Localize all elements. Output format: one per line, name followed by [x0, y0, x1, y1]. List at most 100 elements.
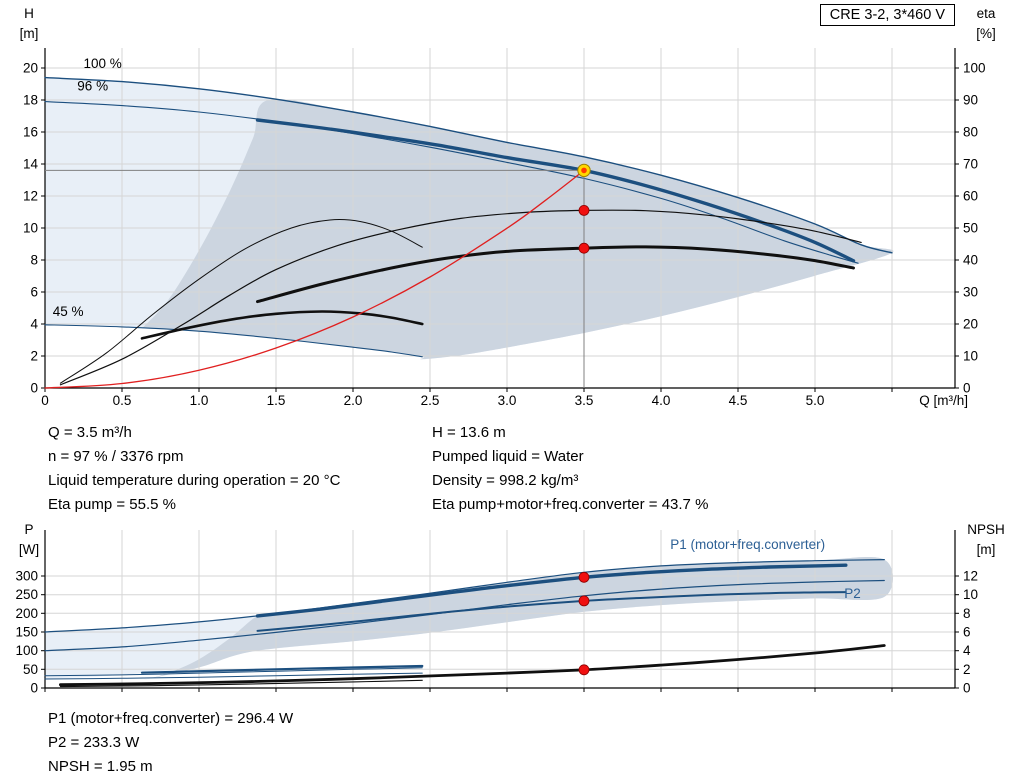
speed-96-curve	[44, 101, 859, 264]
y-right-axis-title: NPSH	[967, 522, 1005, 537]
y-left-tick-label: 10	[23, 221, 38, 236]
x-tick-label: 3.0	[498, 393, 517, 408]
y-right-tick-label: 90	[963, 93, 978, 108]
y-right-tick-label: 50	[963, 221, 978, 236]
p1-min-speed-curve	[140, 664, 424, 674]
axis-ticks-and-labels: 0 50 100 150 200 250 300 0 2 4 6 8 10 12 P [W] NPSH [m]	[15, 522, 1004, 696]
curve-label: 100 %	[84, 56, 122, 71]
y-left-axis-title: [W]	[19, 542, 39, 557]
info-npsh: NPSH = 1.95 m	[48, 758, 153, 775]
y-left-tick-label: 20	[23, 61, 38, 76]
eta-pump-current-curve	[59, 209, 862, 386]
info-head: H = 13.6 m	[432, 424, 506, 441]
curve-labels: 100 % 96 % 45 %	[53, 56, 122, 319]
y-right-tick-label: 12	[963, 569, 978, 584]
y-right-tick-label: 20	[963, 317, 978, 332]
info-pumped-liquid: Pumped liquid = Water	[432, 448, 584, 465]
info-speed: n = 97 % / 3376 rpm	[48, 448, 184, 465]
y-left-tick-label: 200	[15, 606, 38, 621]
speed-100-curve	[44, 76, 893, 254]
power-envelope-inner	[142, 557, 893, 681]
y-right-tick-label: 2	[963, 662, 971, 677]
y-right-tick-label: 0	[963, 381, 971, 396]
y-left-axis-title: [m]	[20, 26, 39, 41]
npsh-min-speed-curve	[59, 679, 423, 688]
value-marker	[578, 664, 590, 676]
y-left-axis-title: P	[24, 522, 33, 537]
gridlines	[45, 530, 955, 688]
info-liquid-temperature: Liquid temperature during operation = 20…	[48, 472, 341, 489]
x-tick-label: 0	[41, 393, 49, 408]
y-left-tick-label: 0	[30, 381, 38, 396]
p2-min-speed-curve	[44, 672, 423, 680]
x-tick-label: 1.5	[267, 393, 286, 408]
x-tick-label: 5.0	[806, 393, 825, 408]
y-right-tick-label: 60	[963, 189, 978, 204]
y-left-tick-label: 150	[15, 625, 38, 640]
y-left-tick-label: 6	[30, 285, 38, 300]
y-left-axis-title: H	[24, 6, 34, 21]
curve-label: P2	[844, 586, 861, 601]
y-left-tick-label: 50	[23, 662, 38, 677]
y-left-tick-label: 300	[15, 569, 38, 584]
eta-pump-min-speed-curve	[59, 219, 423, 384]
power-info: P1 (motor+freq.converter) = 296.4 W P2 =…	[48, 707, 293, 779]
duty-point-info: Q = 3.5 m³/h n = 97 % / 3376 rpm Liquid …	[48, 421, 816, 517]
value-marker	[578, 242, 590, 254]
y-right-tick-label: 30	[963, 285, 978, 300]
markers	[578, 571, 590, 676]
curve-label: P1 (motor+freq.converter)	[670, 537, 825, 552]
x-tick-label: 0.5	[113, 393, 132, 408]
y-right-tick-label: 8	[963, 606, 971, 621]
qh-eta-chart[interactable]: 0 0.5 1.0 1.5 2.0 2.5 3.0 3.5 4.0 4.5 5.0 0 2 4 6 8 10 12…	[0, 0, 1024, 420]
y-left-tick-label: 18	[23, 93, 38, 108]
curve-label: 45 %	[53, 304, 84, 319]
speed-45-curve	[44, 324, 423, 358]
y-left-tick-label: 250	[15, 587, 38, 602]
y-left-tick-label: 100	[15, 643, 38, 658]
x-tick-label: 2.5	[421, 393, 440, 408]
y-right-tick-label: 70	[963, 157, 978, 172]
y-left-tick-label: 14	[23, 157, 39, 172]
p1-min-speed-thin-curve	[44, 667, 423, 677]
y-right-tick-label: 40	[963, 253, 978, 268]
x-axis-title: Q [m³/h]	[919, 393, 968, 408]
pump-model-label: CRE 3-2, 3*460 V	[819, 4, 955, 26]
info-p1: P1 (motor+freq.converter) = 296.4 W	[48, 710, 294, 727]
curve-label: 96 %	[77, 78, 108, 93]
x-tick-label: 1.0	[190, 393, 209, 408]
duty-point-core	[581, 167, 587, 174]
axes	[44, 48, 956, 389]
y-right-tick-label: 10	[963, 349, 978, 364]
npsh-curve	[59, 644, 886, 687]
power-npsh-chart[interactable]: 0 50 100 150 200 250 300 0 2 4 6 8 10 12 P [W] NPSH [m] P1…	[0, 520, 1024, 705]
x-tick-label: 4.5	[729, 393, 748, 408]
y-left-tick-label: 8	[30, 253, 38, 268]
y-right-tick-label: 6	[963, 625, 971, 640]
axis-ticks-and-labels: 0 0.5 1.0 1.5 2.0 2.5 3.0 3.5 4.0 4.5 5.0 0 2 4 6 8 10 12…	[20, 6, 996, 408]
system-curve	[44, 169, 585, 389]
y-right-tick-label: 4	[963, 643, 971, 658]
envelope-fills	[45, 77, 894, 360]
eta-total-min-speed-curve	[140, 310, 424, 340]
value-marker	[578, 204, 590, 216]
x-tick-label: 2.0	[344, 393, 363, 408]
y-right-tick-label: 100	[963, 61, 986, 76]
x-tick-label: 3.5	[575, 393, 594, 408]
axes	[44, 530, 956, 689]
y-right-tick-label: 80	[963, 125, 978, 140]
markers	[577, 163, 591, 254]
info-density: Density = 998.2 kg/m³	[432, 472, 579, 489]
value-marker	[578, 595, 590, 607]
y-right-axis-title: [m]	[977, 542, 996, 557]
duty-info-right: H = 13.6 m Pumped liquid = Water Density…	[432, 421, 816, 517]
y-left-tick-label: 2	[30, 349, 38, 364]
y-left-tick-label: 0	[30, 681, 38, 696]
y-right-axis-title: [%]	[976, 26, 996, 41]
value-marker	[578, 571, 590, 583]
info-eta-pump: Eta pump = 55.5 %	[48, 496, 176, 513]
x-tick-label: 4.0	[652, 393, 671, 408]
info-flow: Q = 3.5 m³/h	[48, 424, 132, 441]
y-left-tick-label: 12	[23, 189, 38, 204]
